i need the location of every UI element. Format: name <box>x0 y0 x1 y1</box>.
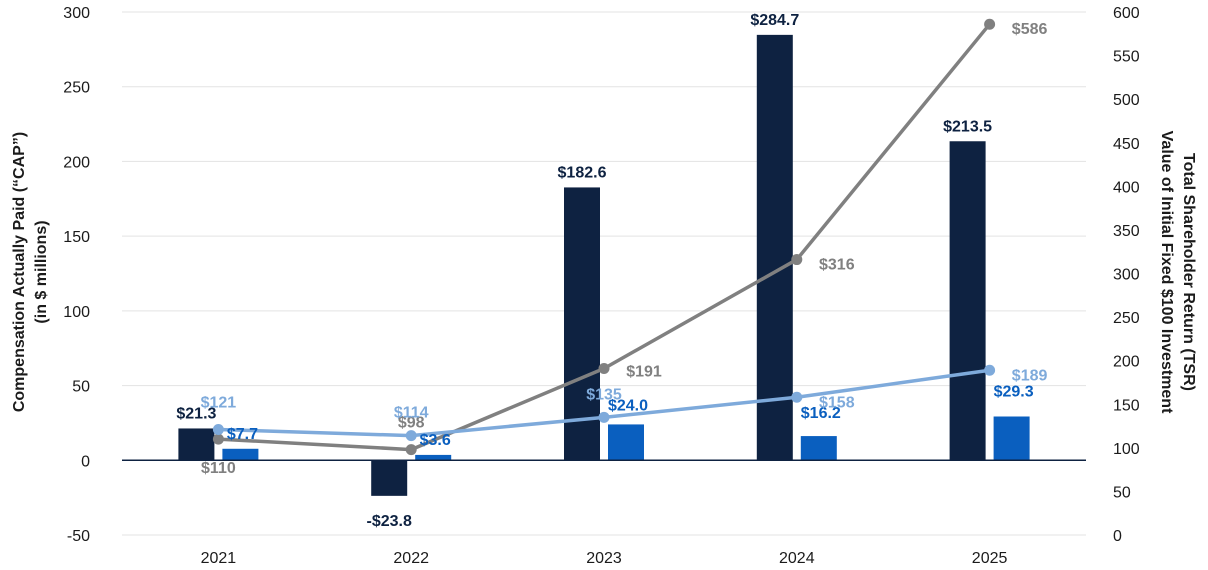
left-tick-label: 300 <box>63 5 90 22</box>
left-axis-subtitle: (in $ millions) <box>33 220 50 323</box>
right-tick-label: 200 <box>1113 354 1140 371</box>
tsr-label: $98 <box>398 415 425 432</box>
bar <box>415 454 452 461</box>
tsr-label: $189 <box>1012 367 1048 384</box>
tsr-point <box>212 433 224 445</box>
bar <box>564 187 600 461</box>
right-tick-label: 400 <box>1113 179 1140 196</box>
right-axis-subtitle: Value of Initial Fixed $100 Investment <box>1158 131 1175 414</box>
bar-label: $21.3 <box>176 405 216 422</box>
tsr-point <box>212 424 224 436</box>
x-tick-label: 2025 <box>972 550 1008 567</box>
bar-label: $3.6 <box>420 432 451 449</box>
bar <box>371 460 408 496</box>
right-axis-title: Total Shareholder Return (TSR) <box>1180 153 1197 391</box>
x-tick-label: 2024 <box>779 550 815 567</box>
right-tick-label: 600 <box>1113 5 1140 22</box>
tsr-point <box>405 430 417 442</box>
x-tick-label: 2022 <box>393 550 429 567</box>
right-tick-label: 450 <box>1113 136 1140 153</box>
tsr-label: $316 <box>819 257 855 274</box>
x-tick-label: 2023 <box>586 550 622 567</box>
data-labels: $21.3 -$23.8 $182.6 $284.7 $213.5 $7.7 $3.6 $24… <box>176 12 1047 530</box>
right-tick-label: 0 <box>1113 528 1122 545</box>
bar <box>993 416 1030 461</box>
right-tick-label: 300 <box>1113 267 1140 284</box>
tsr-label: $586 <box>1012 21 1048 38</box>
right-tick-label: 250 <box>1113 310 1140 327</box>
bar <box>800 436 837 461</box>
x-tick-label: 2021 <box>201 550 237 567</box>
bars <box>178 34 1030 496</box>
tsr-point <box>791 391 803 403</box>
left-tick-label: 50 <box>72 379 90 396</box>
tsr-point <box>405 444 417 456</box>
left-tick-label: -50 <box>67 528 90 545</box>
bar <box>178 428 215 461</box>
left-tick-label: 200 <box>63 154 90 171</box>
tsr-label: $158 <box>819 394 855 411</box>
right-tick-label: 100 <box>1113 441 1140 458</box>
tsr-label: $114 <box>394 405 429 422</box>
tsr-point <box>984 364 996 376</box>
left-tick-label: 250 <box>63 80 90 97</box>
tsr-point <box>791 254 803 266</box>
bar <box>222 448 259 461</box>
tsr-point <box>598 411 610 423</box>
bar <box>756 34 793 461</box>
bar-label: $29.3 <box>994 384 1034 401</box>
bar-label: $213.5 <box>943 118 992 135</box>
left-tick-label: 150 <box>63 229 90 246</box>
bar-label: $16.2 <box>801 405 841 422</box>
bar-label: $284.7 <box>750 12 799 29</box>
bar-label: $7.7 <box>227 426 258 443</box>
bar <box>608 424 644 461</box>
tsr-point <box>598 363 610 375</box>
gridlines <box>122 11 1086 536</box>
bar-label: $24.0 <box>608 397 648 414</box>
left-tick-label: 0 <box>81 453 90 470</box>
right-tick-label: 50 <box>1113 484 1131 501</box>
tsr-label: $135 <box>586 386 622 403</box>
right-tick-label: 150 <box>1113 397 1140 414</box>
tsr-label: $121 <box>201 395 237 412</box>
right-tick-label: 500 <box>1113 92 1140 109</box>
left-axis-title: Compensation Actually Paid (“CAP”) <box>11 132 28 412</box>
bar-label: -$23.8 <box>367 513 412 530</box>
bar-label: $182.6 <box>558 164 607 181</box>
bar <box>949 141 986 461</box>
left-tick-label: 100 <box>63 304 90 321</box>
tsr-lines <box>212 18 996 456</box>
tick-labels: 300250200150100500-506005505004504003503… <box>63 5 1140 567</box>
right-tick-label: 550 <box>1113 49 1140 66</box>
tsr-label: $191 <box>626 364 662 381</box>
tsr-label: $110 <box>201 460 236 477</box>
tsr-point <box>984 18 996 30</box>
right-tick-label: 350 <box>1113 223 1140 240</box>
